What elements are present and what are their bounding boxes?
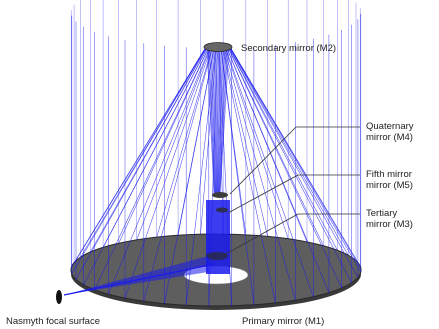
ray-line bbox=[218, 48, 225, 197]
label-leader-lines bbox=[223, 126, 360, 256]
label-quaternary-line1: Quaternary bbox=[366, 121, 414, 132]
nasmyth-beam bbox=[63, 256, 215, 296]
label-tertiary-line1: Tertiary bbox=[366, 208, 398, 219]
label-secondary-mirror: Secondary mirror (M2) bbox=[241, 43, 337, 54]
ray-line bbox=[218, 48, 224, 197]
tertiary-mirror bbox=[206, 252, 228, 260]
ray-line bbox=[217, 48, 223, 197]
label-fifth-mirror: Fifth mirror mirror (M5) bbox=[366, 169, 413, 191]
leader-m3 bbox=[223, 213, 299, 256]
ray-line bbox=[216, 48, 218, 197]
ray-line bbox=[219, 48, 229, 197]
ray-line bbox=[102, 44, 209, 248]
leader-m4 bbox=[229, 126, 297, 195]
label-tertiary-line2: mirror (M3) bbox=[366, 219, 413, 230]
ray-line bbox=[90, 45, 208, 253]
ray-line bbox=[208, 48, 215, 197]
ray-line bbox=[143, 49, 213, 302]
ray-line bbox=[228, 45, 349, 256]
ray-line bbox=[211, 48, 216, 197]
ray-line bbox=[214, 48, 217, 197]
ray-line bbox=[213, 48, 217, 197]
ray-line bbox=[223, 44, 289, 239]
label-fifth-line1: Fifth mirror bbox=[366, 169, 412, 180]
ray-line bbox=[212, 48, 216, 197]
ray-line bbox=[219, 48, 228, 197]
quaternary-mirror bbox=[212, 192, 228, 198]
tertiary-mirror-assembly bbox=[206, 192, 230, 274]
nasmyth-focal-surface-disc bbox=[56, 290, 62, 304]
ray-line bbox=[218, 48, 226, 197]
rays-m2-to-m3 bbox=[206, 48, 230, 197]
ray-line bbox=[124, 49, 211, 299]
ray-line bbox=[217, 48, 222, 197]
ray-line bbox=[225, 49, 314, 297]
ray-line bbox=[218, 48, 224, 197]
ray-line bbox=[217, 48, 220, 197]
ray-line bbox=[219, 48, 230, 197]
label-quaternary-mirror: Quaternary mirror (M4) bbox=[366, 121, 414, 143]
label-fifth-line2: mirror (M5) bbox=[366, 180, 413, 191]
label-nasmyth-focal-surface: Nasmyth focal surface bbox=[6, 316, 100, 327]
ray-line bbox=[136, 44, 212, 240]
ray-line bbox=[225, 44, 308, 243]
ray-line bbox=[215, 48, 217, 197]
label-primary-mirror: Primary mirror (M1) bbox=[242, 316, 325, 327]
secondary-mirror bbox=[203, 42, 233, 52]
label-tertiary-mirror: Tertiary mirror (M3) bbox=[366, 208, 413, 230]
fifth-mirror bbox=[216, 207, 228, 213]
ray-line bbox=[220, 44, 247, 235]
ray-line bbox=[222, 44, 268, 237]
ray-line bbox=[216, 48, 219, 197]
ray-line bbox=[210, 48, 216, 197]
ray-line bbox=[73, 46, 207, 263]
ray-line bbox=[209, 48, 215, 197]
ray-line bbox=[156, 44, 214, 238]
ray-line bbox=[219, 48, 227, 197]
leader-m5 bbox=[227, 174, 299, 214]
ray-line bbox=[229, 47, 359, 278]
ray-line bbox=[228, 48, 342, 289]
label-quaternary-line2: mirror (M4) bbox=[366, 132, 413, 143]
ray-line bbox=[206, 48, 215, 197]
ray-line bbox=[212, 48, 216, 197]
ray-line bbox=[228, 47, 352, 283]
ray-line bbox=[217, 48, 221, 197]
ray-line bbox=[224, 49, 296, 301]
ray-line bbox=[94, 48, 209, 290]
ray-line bbox=[227, 45, 338, 251]
